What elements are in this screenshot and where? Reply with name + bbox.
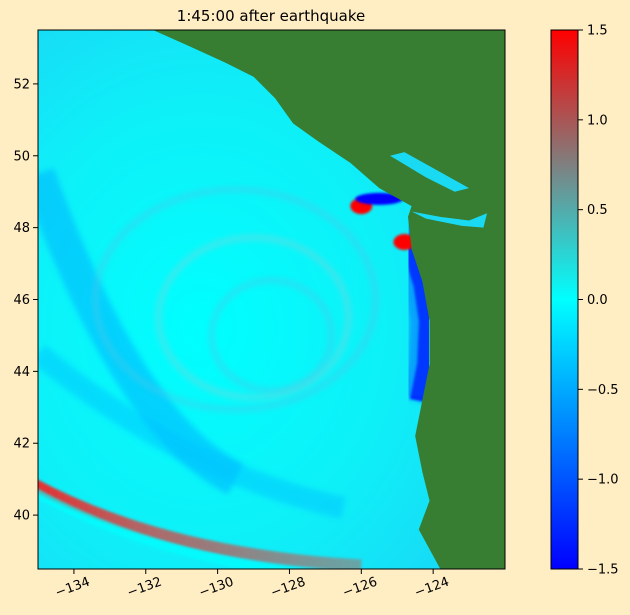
- x-tick-label: −132: [125, 575, 164, 601]
- y-tick-label: 46: [13, 293, 30, 308]
- x-tick-label: −130: [197, 575, 236, 601]
- y-axis: 40 42 44 46 48 50 52: [13, 77, 38, 524]
- y-tick-label: 48: [13, 221, 30, 236]
- x-tick-label: −128: [269, 575, 308, 601]
- colorbar: [550, 29, 579, 570]
- plot-area: [38, 30, 505, 569]
- colorbar-tick-label: 0.0: [587, 293, 608, 308]
- colorbar-tick-label: −1.0: [587, 473, 619, 488]
- strait-water: [411, 211, 488, 228]
- colorbar-tick-label: 1.0: [587, 113, 608, 128]
- colorbar-tick-label: 1.5: [587, 24, 608, 39]
- depression-band-south: [38, 344, 346, 519]
- y-tick-label: 42: [13, 437, 30, 452]
- anomaly-features: [38, 168, 491, 569]
- strait-of-georgia: [390, 152, 470, 192]
- y-tick-label: 50: [13, 149, 30, 164]
- x-tick-label: −126: [341, 575, 380, 601]
- land-detail: [390, 152, 488, 228]
- anomaly-blob: [355, 192, 404, 205]
- colorbar-tick-label: 0.5: [587, 203, 608, 218]
- colorbar-axis: −1.5 −1.0 −0.5 0.0 0.5 1.0 1.5: [578, 24, 619, 578]
- y-tick-label: 52: [13, 77, 30, 92]
- wave-front-trailing: [38, 488, 302, 569]
- x-tick-label: −124: [413, 575, 452, 601]
- ripple-ring: [92, 186, 379, 413]
- ripple-ring: [155, 234, 352, 401]
- y-tick-label: 40: [13, 509, 30, 524]
- wave-front: [38, 479, 362, 569]
- x-tick-label: −134: [53, 575, 92, 601]
- ripple-ring: [208, 277, 335, 394]
- y-tick-label: 44: [13, 365, 30, 380]
- anomaly-blob: [393, 234, 416, 251]
- colorbar-tick-label: −0.5: [587, 383, 619, 398]
- x-axis: −134 −132 −130 −128 −126 −124: [53, 569, 451, 601]
- chart-title: 1:45:00 after earthquake: [177, 7, 365, 25]
- colorbar-tick-label: −1.5: [587, 563, 619, 578]
